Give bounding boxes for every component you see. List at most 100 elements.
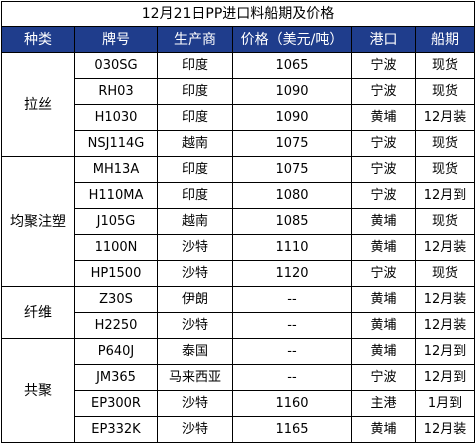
shipment-cell: 12月到 <box>414 338 475 365</box>
grade-cell: 1100N <box>74 234 158 261</box>
producer-cell: 沙特 <box>157 390 233 417</box>
shipment-cell: 现货 <box>414 208 475 235</box>
grade-cell: MH13A <box>74 156 158 183</box>
producer-cell: 沙特 <box>157 312 233 339</box>
shipment-cell: 现货 <box>414 156 475 183</box>
table-row: 拉丝 030SG 印度 1065 宁波 现货 <box>1 52 475 157</box>
price-cell: -- <box>232 364 352 391</box>
grade-cell: EP300R <box>74 390 158 417</box>
grade-cell: J105G <box>74 208 158 235</box>
price-cell: -- <box>232 338 352 365</box>
header-port: 港口 <box>351 26 416 53</box>
producer-cell: 越南 <box>157 130 233 157</box>
producer-cell: 印度 <box>157 104 233 131</box>
grade-cell: JM365 <box>74 364 158 391</box>
category-cell: 均聚注塑 <box>1 156 75 287</box>
grade-cell: NSJ114G <box>74 130 158 157</box>
shipment-cell: 1月到 <box>414 390 475 417</box>
header-category: 种类 <box>1 26 75 53</box>
price-cell: -- <box>232 312 352 339</box>
price-cell: 1065 <box>232 52 352 79</box>
table-row: RH03 印度 1090 宁波 现货 <box>2 78 475 105</box>
producer-cell: 印度 <box>157 78 233 105</box>
price-cell: 1120 <box>232 260 352 287</box>
shipment-cell: 12月装 <box>414 416 475 443</box>
shipment-cell: 12月装 <box>414 234 475 261</box>
price-cell: 1165 <box>232 416 352 443</box>
shipment-cell: 现货 <box>414 78 475 105</box>
port-cell: 宁波 <box>351 52 416 79</box>
header-shipment: 船期 <box>414 26 475 53</box>
table-row: 1100N 沙特 1110 黄埔 12月装 <box>2 234 475 261</box>
price-cell: 1085 <box>232 208 352 235</box>
price-cell: 1075 <box>232 156 352 183</box>
shipment-cell: 12月装 <box>414 312 475 339</box>
shipment-cell: 12月装 <box>414 104 475 131</box>
port-cell: 宁波 <box>351 156 416 183</box>
producer-cell: 印度 <box>157 52 233 79</box>
table-row: EP300R 沙特 1160 主港 1月到 <box>2 390 475 417</box>
port-cell: 黄埔 <box>351 416 416 443</box>
grade-cell: H1030 <box>74 104 158 131</box>
shipment-cell: 12月到 <box>414 182 475 209</box>
shipment-cell: 现货 <box>414 52 475 79</box>
port-cell: 黄埔 <box>351 312 416 339</box>
table-row: 纤维 Z30S 伊朗 -- 黄埔 12月装 <box>1 286 475 339</box>
port-cell: 黄埔 <box>351 286 416 313</box>
producer-cell: 印度 <box>157 182 233 209</box>
port-cell: 宁波 <box>351 260 416 287</box>
grade-cell: H110MA <box>74 182 158 209</box>
shipment-cell: 12月到 <box>414 364 475 391</box>
price-cell: 1090 <box>232 78 352 105</box>
category-cell: 拉丝 <box>1 52 75 157</box>
grade-cell: EP332K <box>74 416 158 443</box>
category-cell: 纤维 <box>1 286 75 339</box>
producer-cell: 越南 <box>157 208 233 235</box>
port-cell: 宁波 <box>351 78 416 105</box>
header-producer: 生产商 <box>157 26 233 53</box>
table-row: H110MA 印度 1080 宁波 12月到 <box>2 182 475 209</box>
port-cell: 宁波 <box>351 364 416 391</box>
shipment-cell: 现货 <box>414 260 475 287</box>
port-cell: 主港 <box>351 390 416 417</box>
producer-cell: 沙特 <box>157 416 233 443</box>
shipment-cell: 现货 <box>414 130 475 157</box>
header-row: 种类 牌号 生产商 价格（美元/吨） 港口 船期 <box>1 26 475 53</box>
price-cell: 1090 <box>232 104 352 131</box>
grade-cell: HP1500 <box>74 260 158 287</box>
table-row: H1030 印度 1090 黄埔 12月装 <box>2 104 475 131</box>
table-row: NSJ114G 越南 1075 宁波 现货 <box>2 130 475 157</box>
price-cell: -- <box>232 286 352 313</box>
producer-cell: 沙特 <box>157 234 233 261</box>
table-row: JM365 马来西亚 -- 宁波 12月到 <box>2 364 475 391</box>
producer-cell: 印度 <box>157 156 233 183</box>
grade-cell: RH03 <box>74 78 158 105</box>
port-cell: 宁波 <box>351 182 416 209</box>
table-row: EP332K 沙特 1165 黄埔 12月装 <box>2 416 475 443</box>
price-cell: 1160 <box>232 390 352 417</box>
table-row: 均聚注塑 MH13A 印度 1075 宁波 现货 <box>1 156 475 287</box>
producer-cell: 沙特 <box>157 260 233 287</box>
header-price: 价格（美元/吨） <box>232 26 352 53</box>
grade-cell: Z30S <box>74 286 158 313</box>
header-grade: 牌号 <box>74 26 158 53</box>
producer-cell: 泰国 <box>157 338 233 365</box>
producer-cell: 马来西亚 <box>157 364 233 391</box>
shipment-cell: 12月装 <box>414 286 475 313</box>
port-cell: 黄埔 <box>351 234 416 261</box>
grade-cell: P640J <box>74 338 158 365</box>
producer-cell: 伊朗 <box>157 286 233 313</box>
port-cell: 黄埔 <box>351 338 416 365</box>
price-cell: 1075 <box>232 130 352 157</box>
price-cell: 1110 <box>232 234 352 261</box>
table-row: 共聚 P640J 泰国 -- 黄埔 12月到 <box>1 338 475 443</box>
port-cell: 宁波 <box>351 130 416 157</box>
category-cell: 共聚 <box>1 338 75 443</box>
table-title: 12月21日PP进口料船期及价格 <box>0 1 475 27</box>
table-row: J105G 越南 1085 黄埔 现货 <box>2 208 475 235</box>
price-cell: 1080 <box>232 182 352 209</box>
grade-cell: H2250 <box>74 312 158 339</box>
grade-cell: 030SG <box>74 52 158 79</box>
